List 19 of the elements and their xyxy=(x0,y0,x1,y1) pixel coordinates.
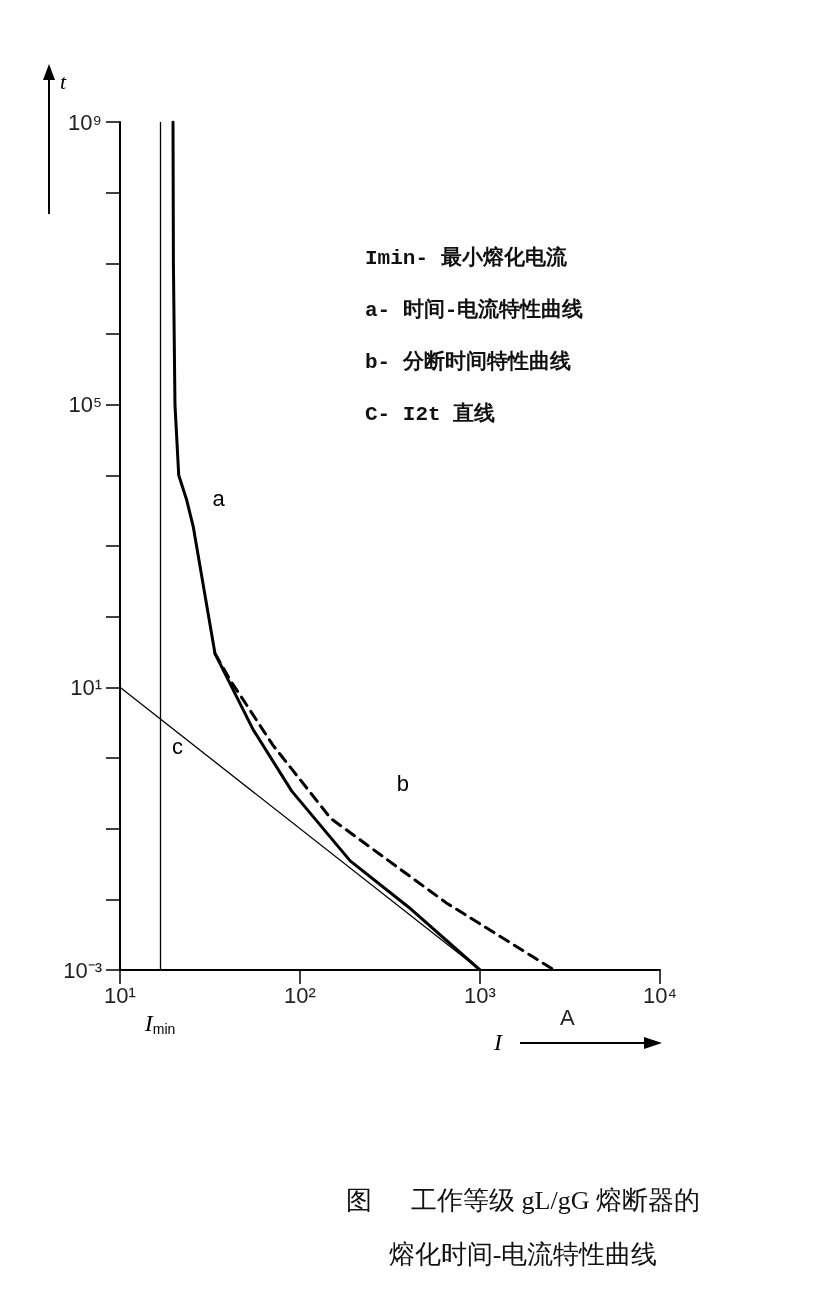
annotation: Imin- 最小熔化电流 xyxy=(365,245,568,270)
y-tick-label: 10⁵ xyxy=(68,392,102,418)
x-tick-label: 10³ xyxy=(464,982,496,1008)
x-axis-title: I xyxy=(493,1029,503,1055)
annotation: C- I2t 直线 xyxy=(365,402,496,426)
annotation: b- 分断时间特性曲线 xyxy=(365,350,571,374)
series-label: c xyxy=(172,733,183,759)
y-axis-title: t xyxy=(60,68,67,94)
y-tick-label: 10⁻³ xyxy=(63,957,102,983)
text: A xyxy=(560,1004,575,1030)
y-tick-label: 10⁹ xyxy=(68,109,102,135)
text: b xyxy=(396,770,409,796)
x-tick-label: 10² xyxy=(284,982,316,1008)
text: 图 工作等级 gL/gG 熔断器的熔化时间-电流特性曲线 xyxy=(346,1185,700,1269)
annotation: a- 时间-电流特性曲线 xyxy=(365,297,584,322)
series-label: a xyxy=(212,485,226,511)
y-tick-label: 10¹ xyxy=(70,674,102,700)
x-tick-label: 10¹ xyxy=(104,982,136,1008)
x-tick-label: 10⁴ xyxy=(643,982,677,1008)
